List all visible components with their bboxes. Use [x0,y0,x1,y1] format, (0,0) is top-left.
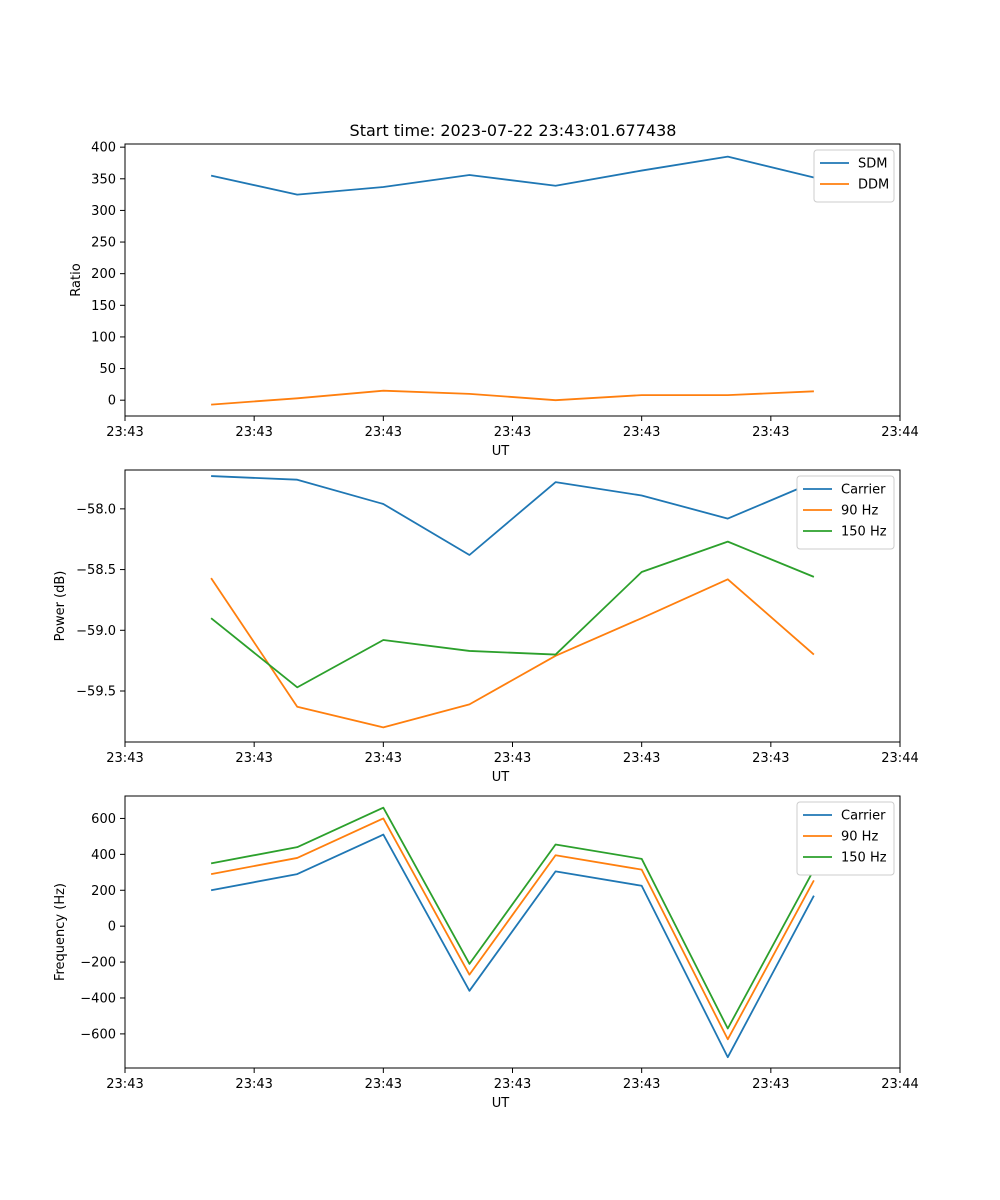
x-tick-label: 23:43 [106,1077,143,1092]
legend: SDM DDM [813,149,895,203]
legend-entry: Carrier [841,483,886,498]
x-tick-label: 23:43 [106,425,143,440]
y-tick-label: −400 [80,991,116,1006]
legend-entry: DDM [858,178,889,193]
series-line-carrier [210,833,815,1059]
x-tick-label: 23:43 [494,751,531,766]
legend: Carrier 90 Hz 150 Hz [796,801,895,876]
legend-entry: SDM [858,157,887,172]
y-tick-label: −600 [80,1027,116,1042]
y-tick-label: 200 [91,884,116,899]
y-tick-label: 0 [108,394,116,409]
x-tick-label: 23:43 [494,425,531,440]
figure-title: Start time: 2023-07-22 23:43:01.677438 [350,121,677,140]
y-axis-label: Power (dB) [53,571,68,642]
y-tick-label: 600 [91,812,116,827]
y-tick-label: 400 [91,848,116,863]
legend-entry: Carrier [841,809,886,824]
x-tick-label: 23:44 [881,425,918,440]
x-tick-label: 23:43 [365,751,402,766]
y-tick-label: 0 [108,920,116,935]
plot-frame [124,143,901,417]
series-line-carrier [211,475,815,556]
series-line-150-hz [210,540,815,689]
y-tick-label: 250 [91,236,116,251]
y-axis-label: Ratio [69,263,84,296]
y-tick-label: 50 [99,362,116,377]
y-tick-label: 300 [91,204,116,219]
legend-entry: 90 Hz [841,504,878,519]
y-tick-label: 350 [91,172,116,187]
x-tick-label: 23:43 [235,1077,272,1092]
x-tick-label: 23:43 [752,425,789,440]
y-tick-label: −59.0 [76,624,116,639]
series-line-ddm [211,389,814,406]
y-tick-label: 200 [91,267,116,282]
x-tick-label: 23:43 [623,1077,660,1092]
legend-entry: 150 Hz [841,525,887,540]
x-tick-label: 23:43 [752,751,789,766]
x-tick-label: 23:43 [494,1077,531,1092]
y-tick-label: −59.5 [76,685,116,700]
y-axis-label: Frequency (Hz) [53,883,68,981]
y-tick-label: 400 [91,141,116,156]
x-axis-label: UT [492,1096,510,1111]
y-tick-label: 100 [91,330,116,345]
y-tick-label: −58.0 [76,502,116,517]
series-line-90-hz [210,817,815,1041]
x-axis-label: UT [492,770,510,785]
y-tick-label: −200 [80,956,116,971]
series-line-150-hz [210,806,815,1030]
legend: Carrier 90 Hz 150 Hz [796,475,895,550]
x-axis-label: UT [492,444,510,459]
legend-entry: 90 Hz [841,830,878,845]
x-tick-label: 23:43 [623,425,660,440]
y-tick-label: 150 [91,299,116,314]
plot-frame [124,469,901,743]
x-tick-label: 23:43 [365,425,402,440]
x-tick-label: 23:43 [365,1077,402,1092]
y-tick-label: −58.5 [76,563,116,578]
chart-panel-1: 23:43 23:43 23:43 23:43 23:43 23:43 23:44 0 50 10… [69,141,919,459]
x-tick-label: 23:44 [881,751,918,766]
legend-entry: 150 Hz [841,851,887,866]
chart-panel-2: 23:43 23:43 23:43 23:43 23:43 23:43 23:44 −59.5… [53,469,919,785]
series-line-90-hz [210,577,815,729]
x-tick-label: 23:43 [235,425,272,440]
x-tick-label: 23:43 [752,1077,789,1092]
chart-panel-3: 23:43 23:43 23:43 23:43 23:43 23:43 23:44 −600 −… [53,795,919,1111]
x-tick-label: 23:43 [623,751,660,766]
x-tick-label: 23:43 [235,751,272,766]
series-line-sdm [210,155,815,196]
x-tick-label: 23:44 [881,1077,918,1092]
x-tick-label: 23:43 [106,751,143,766]
